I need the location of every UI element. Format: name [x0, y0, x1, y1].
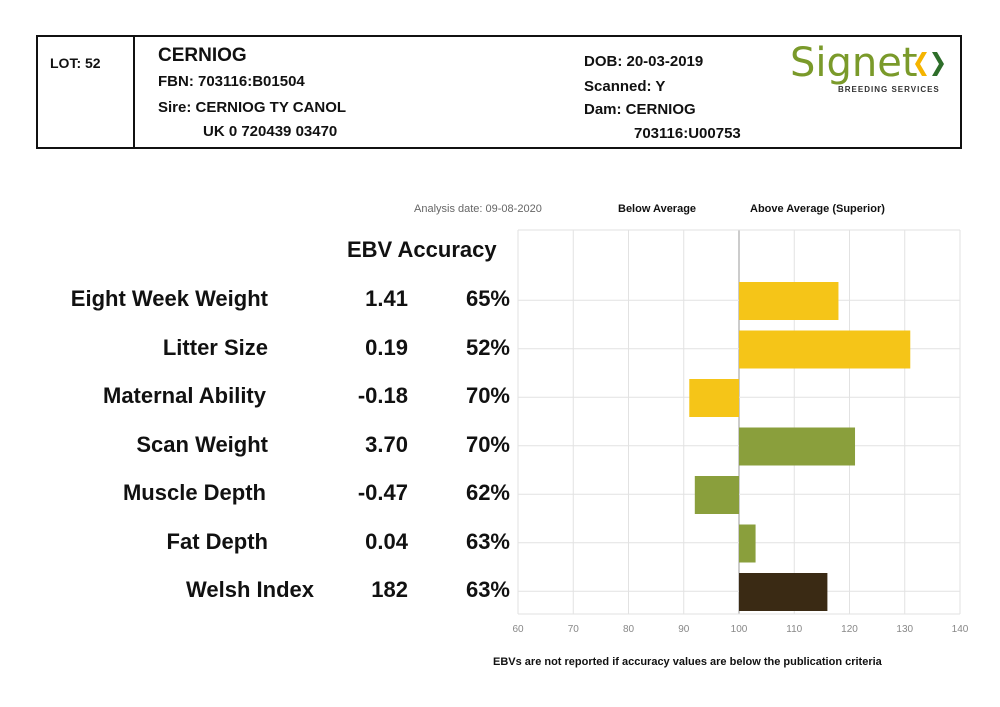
accuracy-value: 63%: [465, 528, 510, 554]
bar: [739, 282, 839, 320]
x-tick-label: 80: [623, 624, 635, 635]
bar: [739, 330, 911, 369]
x-tick-label: 70: [568, 624, 580, 635]
ebv-value: 182: [371, 577, 408, 602]
analysis-date: Analysis date: 09-08-2020: [414, 203, 542, 215]
trait-label: Muscle Depth: [122, 480, 266, 505]
accuracy-value: 52%: [465, 334, 510, 360]
header-divider: [133, 37, 135, 147]
x-tick-label: 120: [841, 624, 858, 635]
scanned-status: Scanned: Y: [584, 78, 666, 95]
ebv-header: EBV: [347, 237, 393, 262]
x-tick-label: 60: [512, 624, 524, 635]
fbn: FBN: 703116:B01504: [158, 73, 305, 90]
bar: [739, 524, 756, 563]
accuracy-value: 62%: [465, 480, 510, 505]
below-average-label: Below Average: [618, 203, 697, 215]
logo-subtitle: BREEDING SERVICES: [838, 85, 940, 94]
ebv-value: 1.41: [365, 286, 408, 311]
ebv-value: 0.19: [365, 334, 408, 360]
x-tick-label: 140: [952, 624, 969, 635]
x-tick-label: 110: [786, 624, 802, 635]
signet-chevrons-icon: [915, 52, 944, 76]
bar: [689, 379, 739, 417]
trait-label: Litter Size: [162, 334, 268, 360]
x-tick-label: 100: [731, 624, 748, 635]
animal-header: LOT: 52 CERNIOG FBN: 703116:B01504 Sire:…: [36, 35, 962, 149]
accuracy-value: 70%: [465, 431, 510, 457]
accuracy-value: 65%: [465, 286, 510, 311]
trait-label: Eight Week Weight: [70, 286, 268, 311]
above-average-label: Above Average (Superior): [750, 203, 885, 215]
sire-id: UK 0 720439 03470: [203, 123, 338, 140]
dam-id: 703116:U00753: [634, 125, 741, 142]
trait-label: Scan Weight: [136, 431, 268, 457]
column-headers: EBV Accuracy: [347, 237, 497, 263]
footer-note: EBVs are not reported if accuracy values…: [493, 656, 882, 668]
bar: [739, 573, 828, 611]
x-tick-label: 130: [896, 624, 913, 635]
bar: [694, 476, 739, 514]
dam: Dam: CERNIOG: [584, 101, 696, 118]
trait-label: Fat Depth: [166, 528, 268, 554]
ebv-value: -0.18: [357, 383, 408, 408]
accuracy-header: Accuracy: [397, 237, 497, 262]
trait-label: Maternal Ability: [103, 383, 266, 408]
ebv-value: 3.70: [365, 431, 408, 457]
trait-label: Welsh Index: [186, 577, 314, 602]
date-of-birth: DOB: 20-03-2019: [584, 53, 704, 70]
bar: [739, 427, 856, 466]
lot-number: LOT: 52: [50, 55, 101, 71]
accuracy-value: 63%: [465, 577, 510, 602]
logo-wordmark: Signet: [790, 40, 918, 86]
accuracy-value: 70%: [465, 383, 510, 408]
animal-name: CERNIOG: [158, 45, 247, 66]
signet-logo: Signet BREEDING SERVICES: [790, 41, 950, 101]
sire: Sire: CERNIOG TY CANOL: [158, 99, 347, 116]
ebv-value: 0.04: [365, 528, 408, 554]
ebv-value: -0.47: [357, 480, 408, 505]
x-tick-label: 90: [678, 624, 690, 635]
